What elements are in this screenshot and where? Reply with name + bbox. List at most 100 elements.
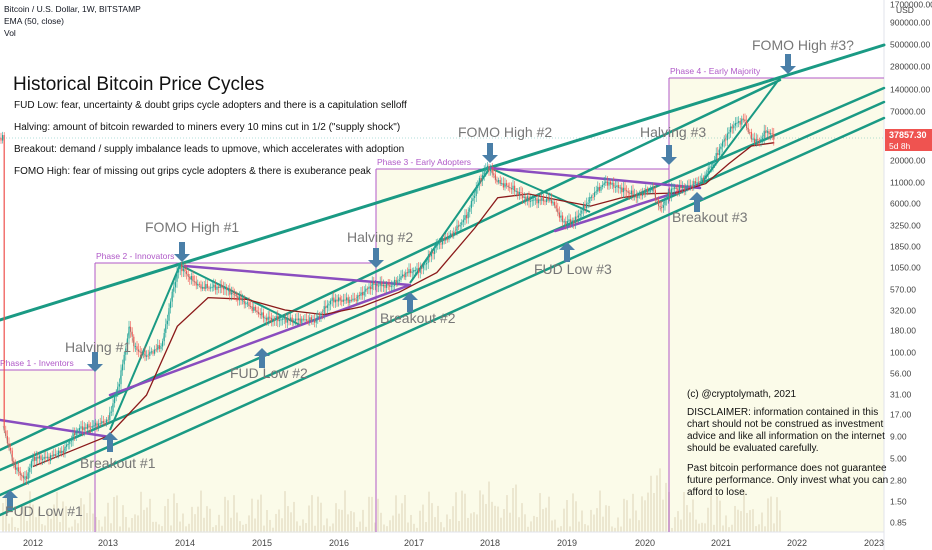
volume-bar [509,512,511,532]
volume-bar [389,520,391,532]
price-candle [498,180,500,182]
volume-bar [515,484,517,532]
price-candle [299,318,301,324]
price-candle [630,190,632,195]
phase-region [669,78,884,532]
price-candle [85,427,87,429]
y-tick-label: 100.00 [890,348,916,358]
volume-bar [500,517,502,532]
price-candle [134,346,136,347]
price-candle [477,184,479,188]
y-tick-label: 5.00 [890,454,907,464]
volume-label: Vol [4,28,16,38]
price-candle [136,346,138,350]
price-candle [144,350,146,357]
ema-line [32,142,775,468]
price-candle [658,200,660,207]
volume-bar [80,498,82,532]
price-candle [38,455,40,459]
price-candle [277,315,279,322]
price-candle [302,318,304,320]
volume-bar [746,512,748,532]
price-candle [176,272,178,282]
price-candle [766,131,768,133]
price-candle [710,166,712,168]
price-candle [78,427,80,431]
arrow-down-icon [174,242,190,262]
price-candle [598,186,600,191]
volume-bar [242,524,244,532]
price-candle [91,426,93,428]
price-candle [674,187,676,189]
price-candle [234,293,236,295]
price-candle [280,319,282,321]
price-candle [363,291,365,296]
price-candle [157,345,159,350]
volume-bar [14,526,16,532]
price-candle [474,196,476,198]
price-candle [304,319,306,320]
y-tick-label: 570.00 [890,285,916,295]
price-candle [118,384,120,387]
price-candle [661,206,663,208]
volume-bar [35,517,37,532]
price-candle [166,320,168,325]
price-candle [48,456,50,461]
price-candle [462,220,464,223]
disclaimer-line: should be evaluated carefully. [687,443,819,454]
price-candle [669,193,671,196]
price-candle [502,183,504,188]
volume-bar [659,468,661,532]
price-candle [654,190,656,200]
price-candle [682,186,684,189]
price-candle [470,200,472,209]
price-candle [694,181,696,184]
volume-bar [728,527,730,532]
price-candle [706,174,708,176]
volume-bar [86,513,88,532]
price-candle [128,326,130,339]
y-tick-label: 500000.00 [890,40,930,50]
y-tick-label: 1850.00 [890,242,921,252]
volume-bar [656,475,658,532]
volume-bar [23,503,25,532]
price-candle [642,193,644,196]
price-candle [699,181,701,184]
volume-bar [224,496,226,532]
arrow-down-icon [368,248,384,268]
phase-label: Phase 4 - Early Majority [670,66,761,76]
price-candle [616,185,618,188]
y-tick-label: 140000.00 [890,85,930,95]
price-candle [770,133,772,135]
price-candle [131,331,133,337]
volume-bar [101,526,103,532]
annotation-label: Halving #3 [640,124,706,140]
volume-bar [479,490,481,532]
volume-bar [752,509,754,532]
volume-bar [698,523,700,532]
volume-bar [8,523,10,532]
price-candle [650,190,652,192]
price-candle [742,118,744,120]
price-candle [170,301,172,309]
volume-bar [620,526,622,532]
volume-bar [173,493,175,532]
price-candle [342,299,344,302]
price-candle [610,181,612,185]
volume-bar [773,523,775,532]
price-candle [122,364,124,371]
volume-bar [47,511,49,532]
volume-bar [161,526,163,532]
volume-bar [449,519,451,532]
trend-wedge-line [489,167,591,213]
volume-bar [188,523,190,532]
trend-wedge-line [699,77,781,186]
price-candle [69,441,71,445]
volume-bar [68,527,70,532]
volume-bar [767,498,769,532]
price-candle [466,214,468,219]
price-candle [448,236,450,240]
disclaimer-line: chart should not be construed as investm… [687,419,883,430]
x-tick-label: 2021 [711,538,731,548]
